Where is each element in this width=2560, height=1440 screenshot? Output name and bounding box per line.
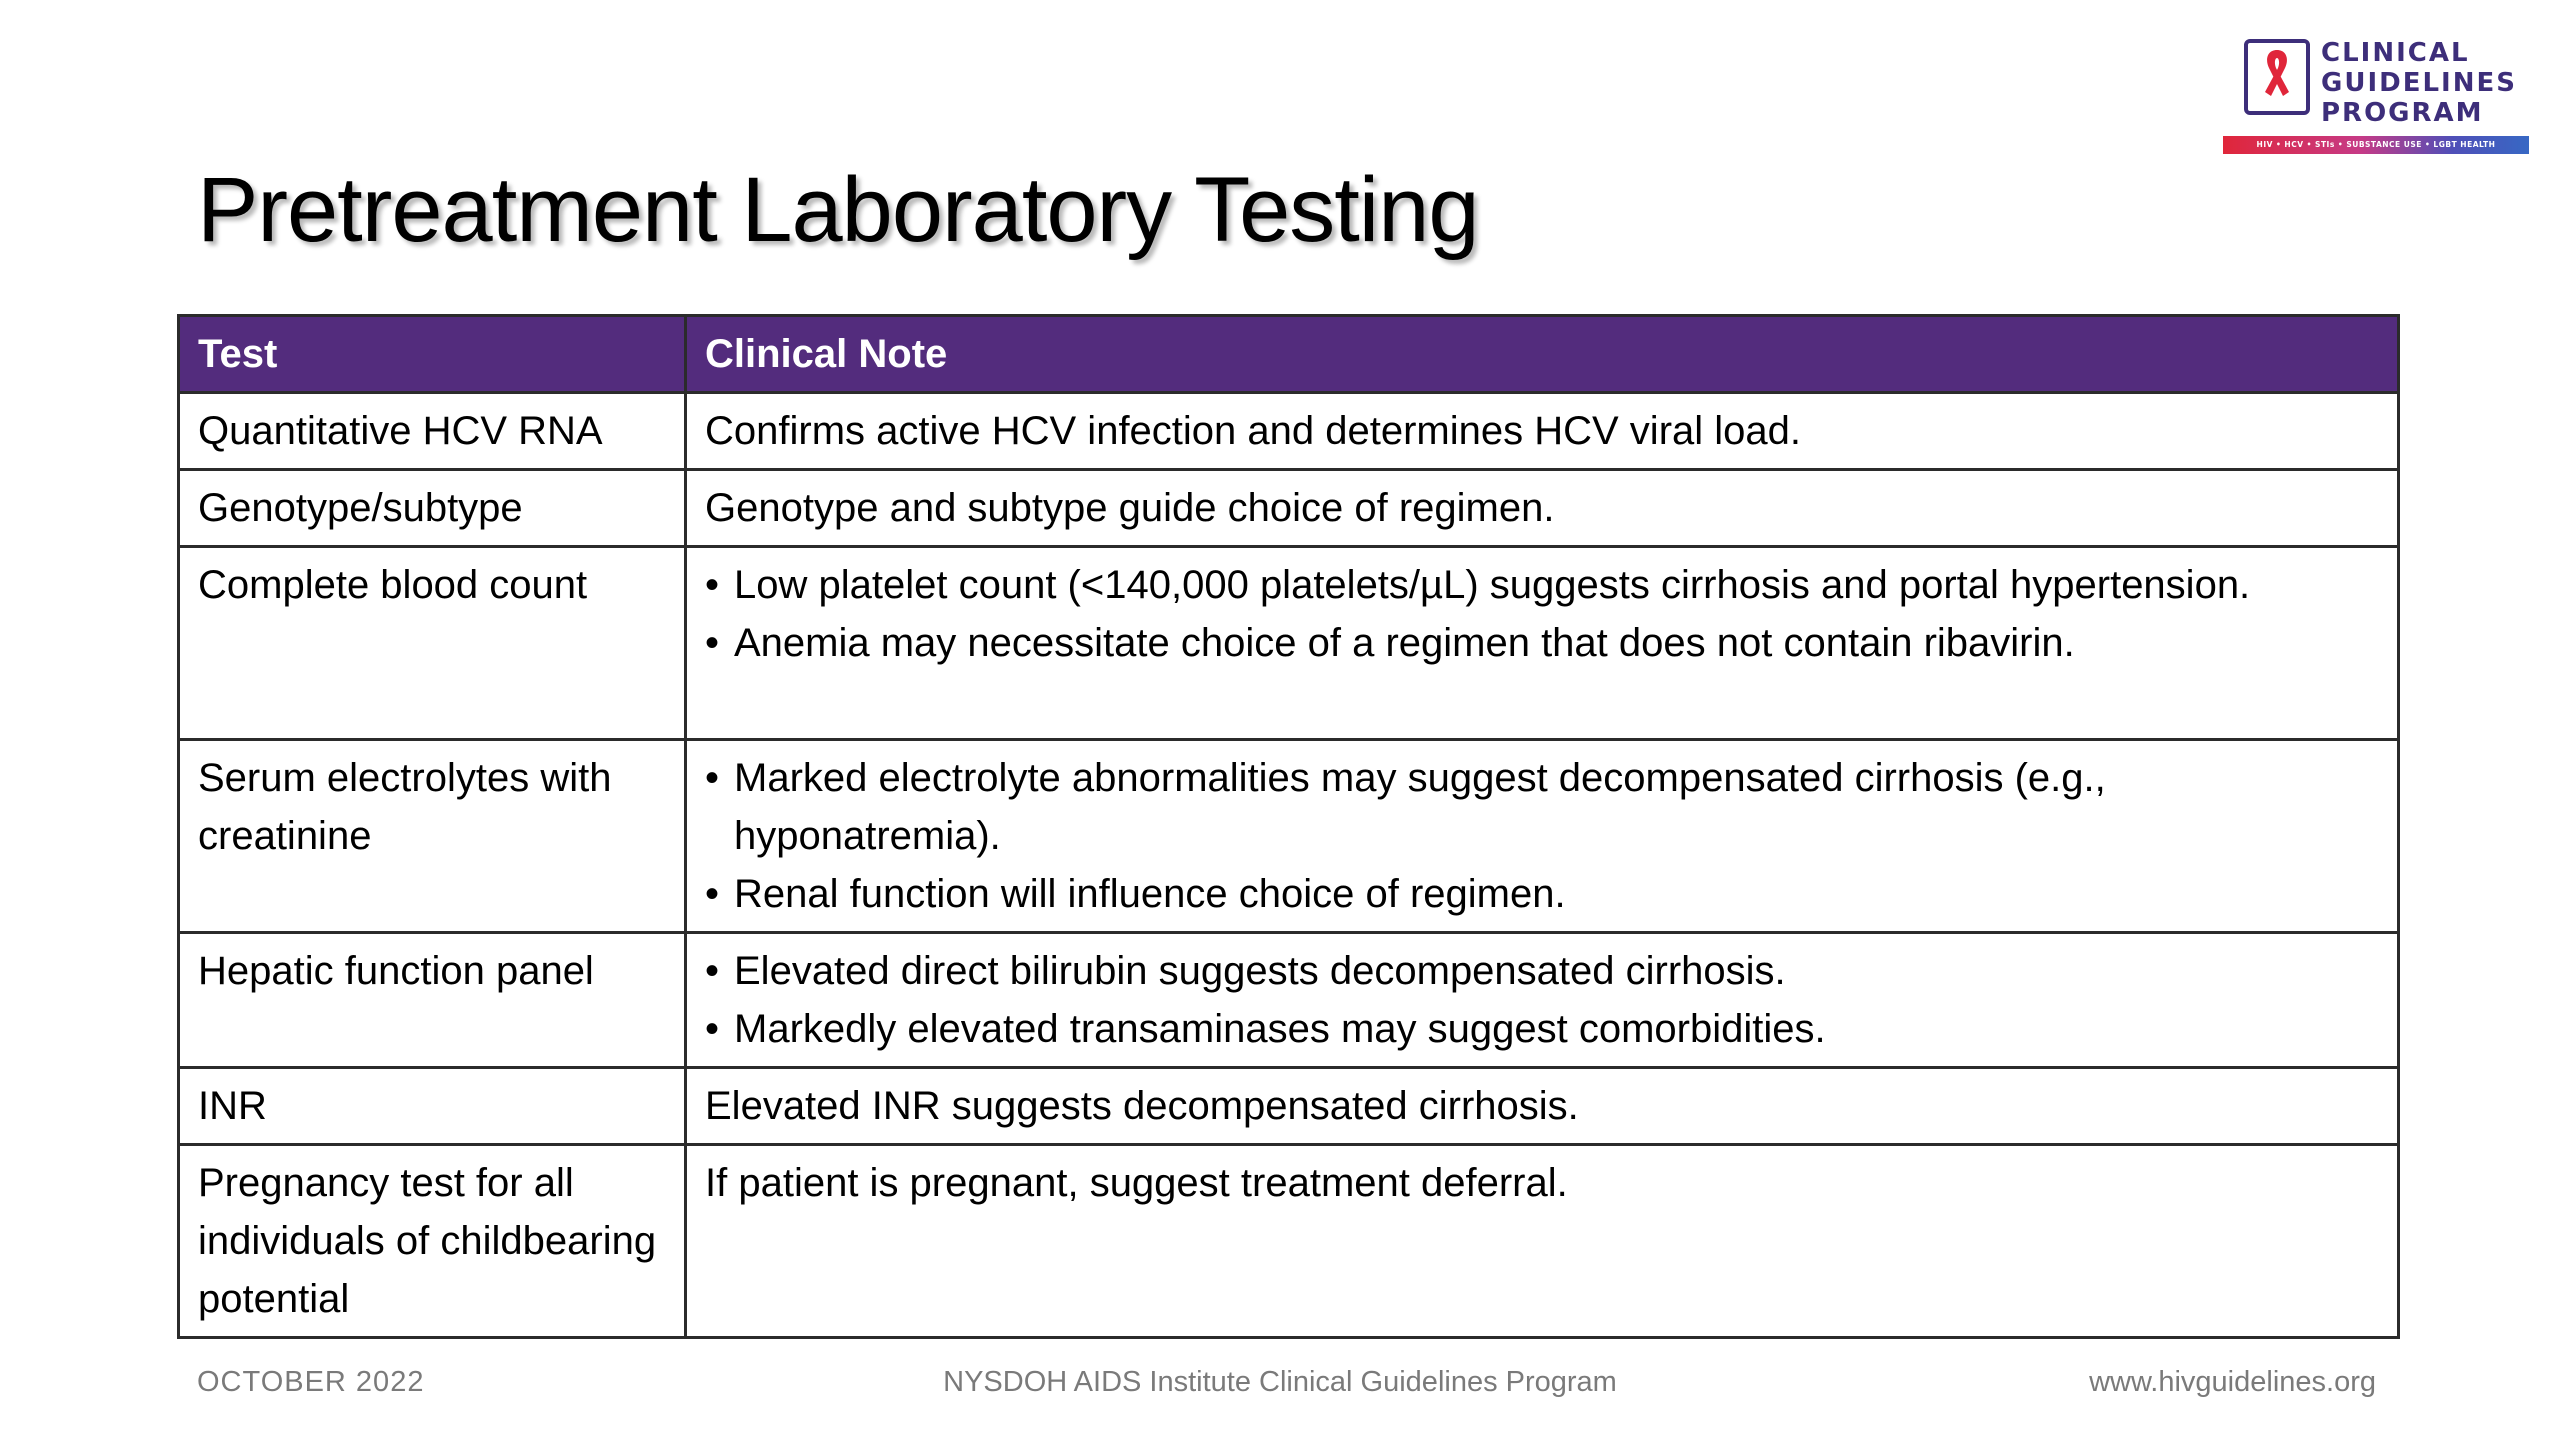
footer-program-name: NYSDOH AIDS Institute Clinical Guideline… bbox=[943, 1366, 1617, 1398]
logo-line-program: PROGRAM bbox=[2321, 98, 2484, 128]
test-cell: INR bbox=[177, 1066, 687, 1146]
note-cell: Elevated INR suggests decompensated cirr… bbox=[684, 1066, 2400, 1146]
logo-tagline: HIV • HCV • STIs • SUBSTANCE USE • LGBT … bbox=[2223, 136, 2529, 154]
table-row: Hepatic function panel Elevated direct b… bbox=[177, 931, 2400, 1069]
note-cell: Low platelet count (<140,000 platelets/µ… bbox=[684, 545, 2400, 741]
table-row: Serum electrolytes with creatinine Marke… bbox=[177, 738, 2400, 934]
footer-website-url: www.hivguidelines.org bbox=[2089, 1366, 2376, 1398]
note-bullet-list: Marked electrolyte abnormalities may sug… bbox=[705, 749, 2382, 923]
note-bullet: Renal function will influence choice of … bbox=[705, 865, 2382, 923]
note-bullet-list: Low platelet count (<140,000 platelets/µ… bbox=[705, 556, 2382, 672]
note-cell: Marked electrolyte abnormalities may sug… bbox=[684, 738, 2400, 934]
logo-wordmark: CLINICAL GUIDELINES PROGRAM bbox=[2321, 38, 2517, 128]
table-row: Pregnancy test for all individuals of ch… bbox=[177, 1143, 2400, 1339]
test-cell: Hepatic function panel bbox=[177, 931, 687, 1069]
note-bullet: Markedly elevated transaminases may sugg… bbox=[705, 1000, 2382, 1058]
page-title: Pretreatment Laboratory Testing bbox=[197, 159, 1480, 261]
test-cell: Complete blood count bbox=[177, 545, 687, 741]
note-bullet-list: Elevated direct bilirubin suggests decom… bbox=[705, 942, 2382, 1058]
test-cell: Serum electrolytes with creatinine bbox=[177, 738, 687, 934]
note-bullet: Anemia may necessitate choice of a regim… bbox=[705, 614, 2382, 672]
footer-date: OCTOBER 2022 bbox=[197, 1366, 425, 1398]
table-header-row: Test Clinical Note bbox=[177, 314, 2400, 394]
table-row: Complete blood count Low platelet count … bbox=[177, 545, 2400, 741]
note-cell: Genotype and subtype guide choice of reg… bbox=[684, 468, 2400, 548]
column-header-test: Test bbox=[177, 314, 687, 394]
note-cell: Elevated direct bilirubin suggests decom… bbox=[684, 931, 2400, 1069]
table-row: Quantitative HCV RNA Confirms active HCV… bbox=[177, 391, 2400, 471]
logo-line-clinical: CLINICAL bbox=[2321, 38, 2470, 68]
column-header-clinical-note: Clinical Note bbox=[684, 314, 2400, 394]
table-row: Genotype/subtype Genotype and subtype gu… bbox=[177, 468, 2400, 548]
note-bullet: Low platelet count (<140,000 platelets/µ… bbox=[705, 556, 2382, 614]
test-cell: Pregnancy test for all individuals of ch… bbox=[177, 1143, 687, 1339]
logo-line-guidelines: GUIDELINES bbox=[2321, 68, 2517, 98]
note-bullet: Elevated direct bilirubin suggests decom… bbox=[705, 942, 2382, 1000]
note-bullet: Marked electrolyte abnormalities may sug… bbox=[705, 749, 2382, 865]
lab-testing-table: Test Clinical Note Quantitative HCV RNA … bbox=[177, 314, 2400, 1339]
test-cell: Genotype/subtype bbox=[177, 468, 687, 548]
red-ribbon-icon bbox=[2244, 39, 2310, 115]
test-cell: Quantitative HCV RNA bbox=[177, 391, 687, 471]
note-cell: If patient is pregnant, suggest treatmen… bbox=[684, 1143, 2400, 1339]
clinical-guidelines-logo: CLINICAL GUIDELINES PROGRAM HIV • HCV • … bbox=[2223, 38, 2533, 160]
note-cell: Confirms active HCV infection and determ… bbox=[684, 391, 2400, 471]
table-row: INR Elevated INR suggests decompensated … bbox=[177, 1066, 2400, 1146]
